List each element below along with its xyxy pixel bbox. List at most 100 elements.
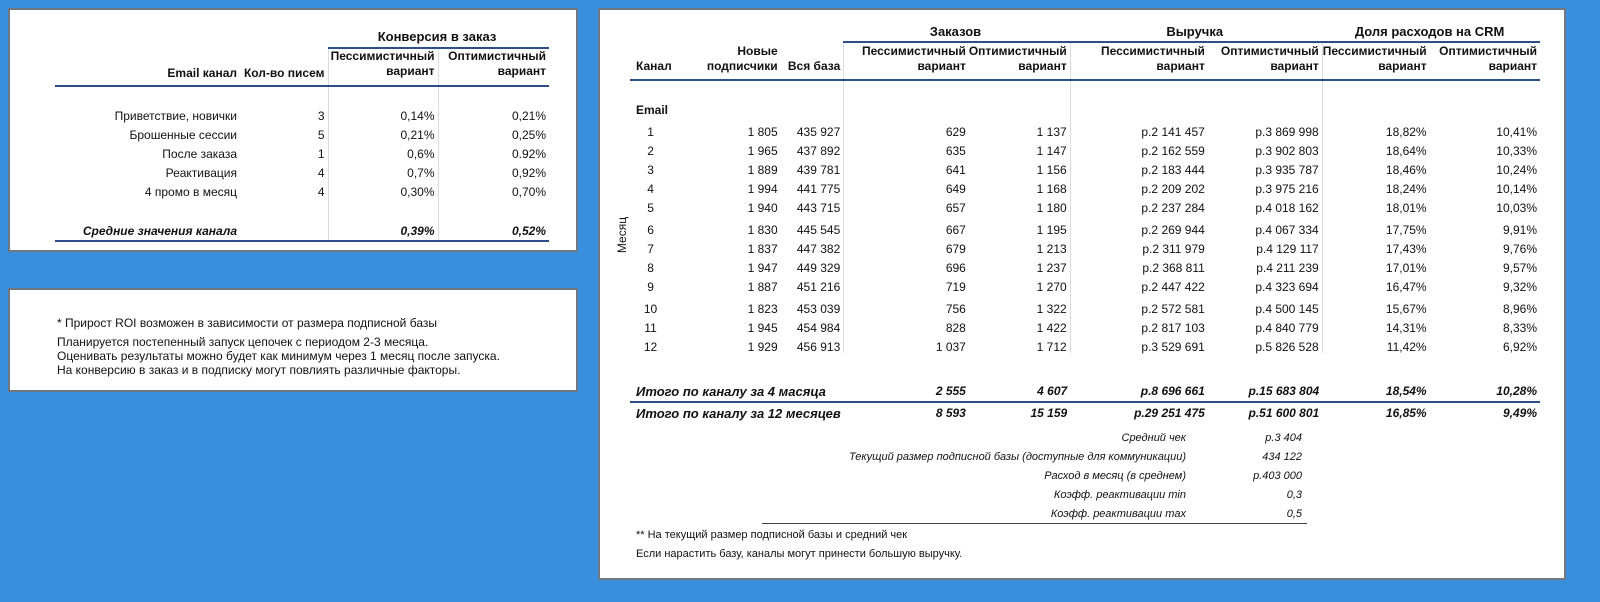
cell-orders-opt: 1 156 [1036, 163, 1067, 177]
channel-email: Email [636, 102, 669, 117]
cell-revenue-pess: р.2 141 457 [1069, 119, 1208, 138]
cell-revenue-opt: р.3 975 216 [1255, 182, 1319, 196]
cell-opt: 0,70% [437, 182, 549, 201]
cell-month: 3 [647, 163, 654, 177]
note-roi: * Прирост ROI возможен в зависимости от … [57, 316, 437, 330]
header-opt-line1: Оптимистичный [448, 49, 546, 63]
cell-revenue-pess: р.2 311 979 [1069, 236, 1208, 255]
cell-month: 6 [647, 223, 654, 237]
cell-revenue-pess: р.2 237 284 [1069, 195, 1208, 214]
totals-revenue-pess: р.29 251 475 [1134, 406, 1205, 420]
cell-month: 11 [644, 321, 657, 335]
cell-crm-opt: 8,96% [1502, 302, 1537, 316]
cell-revenue-opt: р.4 018 162 [1255, 201, 1319, 215]
cell-revenue-pess: р.3 529 691 [1069, 334, 1208, 353]
totals-orders-pess: 2 555 [843, 381, 969, 403]
cell-pess: 0,30% [327, 182, 438, 201]
cell-orders-pess: 629 [843, 119, 969, 138]
conversion-row: После заказа 1 0,6% 0.92% [55, 144, 549, 163]
note-line: Оценивать результаты можно будет как мин… [57, 349, 500, 363]
cell-count: 3 [317, 108, 325, 123]
cell-orders-pess: 635 [843, 138, 969, 157]
group-revenue: Выручка [1070, 22, 1323, 43]
header-channel: Email канал [55, 48, 240, 87]
cell-base: 454 984 [796, 321, 841, 335]
cell-crm-pess: 17,43% [1321, 236, 1430, 255]
totals-label: Итого по каналу за 4 масяца [630, 381, 844, 403]
month-row: 6 1 830 445 545 667 1 195 р.2 269 944 р.4 067 … [630, 214, 1540, 236]
totals-crm-pess: 16,85% [1385, 406, 1427, 420]
cell-orders-pess: 719 [843, 274, 969, 293]
cell-orders-pess: 1 037 [843, 334, 969, 353]
header-line: вариант [1378, 59, 1427, 73]
conversion-title: Конверсия в заказ [328, 26, 549, 49]
header-line: вариант [1270, 59, 1319, 73]
cell-orders-opt: 1 168 [1036, 182, 1067, 196]
cell-crm-pess: 17,75% [1321, 214, 1430, 236]
totals-label: Итого по каналу за 12 месяцев [636, 405, 841, 421]
header-channel: Канал [630, 42, 692, 81]
note-line: Планируется постепенный запуск цепочек с… [57, 335, 429, 349]
cell-crm-opt: 10,33% [1496, 144, 1537, 158]
cell-month: 5 [647, 201, 654, 215]
cell-new-subs: 1 830 [747, 223, 778, 237]
cell-new-subs: 1 823 [747, 302, 778, 316]
cell-count: 1 [317, 146, 325, 161]
forecast-table: Заказов Выручка Доля расходов на CRM Кан… [630, 22, 1540, 423]
average-label: Средние значения канала [55, 221, 240, 242]
cell-revenue-pess: р.2 572 581 [1069, 293, 1208, 315]
cell-revenue-pess: р.2 209 202 [1069, 176, 1208, 195]
month-row: 3 1 889 439 781 641 1 156 р.2 183 444 р.3 935 … [630, 157, 1540, 176]
cell-crm-pess: 17,01% [1321, 255, 1430, 274]
cell-revenue-pess: р.2 447 422 [1069, 274, 1208, 293]
cell-name: После заказа [162, 146, 237, 161]
cell-crm-opt: 6,92% [1502, 340, 1537, 354]
totals-revenue-opt: р.51 600 801 [1248, 406, 1320, 420]
conversion-row: 4 промо в месяц 4 0,30% 0,70% [55, 182, 549, 201]
cell-base: 437 892 [796, 144, 841, 158]
header-opt: Оптимистичный вариант [437, 48, 549, 87]
totals-row: Итого по каналу за 4 масяца 2 555 4 607 р.8… [630, 381, 1540, 403]
month-row: 7 1 837 447 382 679 1 213 р.2 311 979 р.4 129 … [630, 236, 1540, 255]
cell-orders-opt: 1 422 [1036, 321, 1067, 335]
group-orders: Заказов [843, 22, 1071, 43]
cell-orders-opt: 1 180 [1036, 201, 1067, 215]
cell-crm-opt: 9,32% [1502, 280, 1537, 294]
header-pess-line2: вариант [386, 64, 435, 78]
cell-base: 441 775 [796, 182, 841, 196]
cell-month: 8 [647, 261, 654, 275]
month-row: 8 1 947 449 329 696 1 237 р.2 368 811 р.4 211 … [630, 255, 1540, 274]
cell-revenue-opt: р.5 826 528 [1255, 340, 1319, 354]
header-line: Оптимистичный [1220, 44, 1319, 58]
notes-panel [8, 288, 578, 392]
cell-orders-opt: 1 195 [1036, 223, 1067, 237]
cell-orders-opt: 1 322 [1036, 302, 1067, 316]
month-row: 11 1 945 454 984 828 1 422 р.2 817 103 р.4 840… [630, 315, 1540, 334]
footnote: ** На текущий размер подписной базы и ср… [636, 529, 908, 541]
totals-revenue-pess: р.8 696 661 [1070, 381, 1208, 403]
cell-orders-pess: 641 [843, 157, 969, 176]
cell-revenue-opt: р.4 067 334 [1255, 223, 1319, 237]
cell-name: 4 промо в месяц [144, 184, 237, 199]
month-row: 4 1 994 441 775 649 1 168 р.2 209 202 р.3 975 … [630, 176, 1540, 195]
month-row: 2 1 965 437 892 635 1 147 р.2 162 559 р.3 902 … [630, 138, 1540, 157]
cell-count: 4 [317, 165, 325, 180]
cell-name: Приветствие, новички [114, 108, 237, 123]
cell-crm-pess: 14,31% [1321, 315, 1430, 334]
param-label: Коэфф. реактивации min [1053, 489, 1186, 501]
cell-pess: 0,6% [327, 144, 438, 163]
cell-base: 451 216 [796, 280, 841, 294]
header-opt-line2: вариант [497, 64, 546, 78]
cell-month: 2 [647, 144, 654, 158]
cell-base: 435 927 [796, 125, 841, 139]
cell-name: Брошенные сессии [129, 127, 238, 142]
cell-pess: 0,14% [327, 106, 438, 125]
cell-count: 5 [317, 127, 325, 142]
cell-revenue-opt: р.4 840 779 [1255, 321, 1319, 335]
header-new_subs: Новые подписчики [691, 42, 781, 81]
cell-new-subs: 1 837 [747, 242, 778, 256]
param-label: Средний чек [1121, 432, 1187, 444]
footnote: Если нарастить базу, каналы могут принес… [636, 548, 963, 560]
group-crm: Доля расходов на CRM [1322, 22, 1540, 43]
cell-orders-pess: 649 [843, 176, 969, 195]
